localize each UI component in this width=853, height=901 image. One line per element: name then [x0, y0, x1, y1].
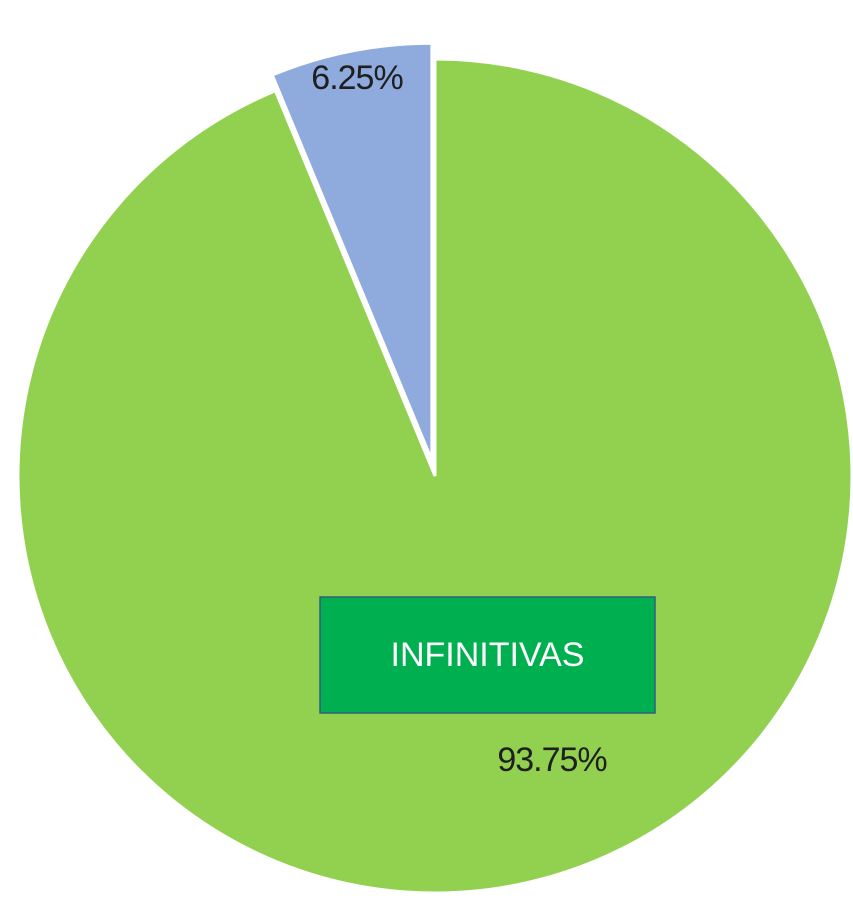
category-label: INFINITIVAS: [391, 636, 585, 674]
pie-slice: [16, 57, 853, 895]
value-label: 6.25%: [311, 59, 403, 97]
category-label-box: [319, 596, 656, 714]
pie-slice: [270, 41, 434, 461]
value-label: 93.75%: [497, 741, 607, 779]
